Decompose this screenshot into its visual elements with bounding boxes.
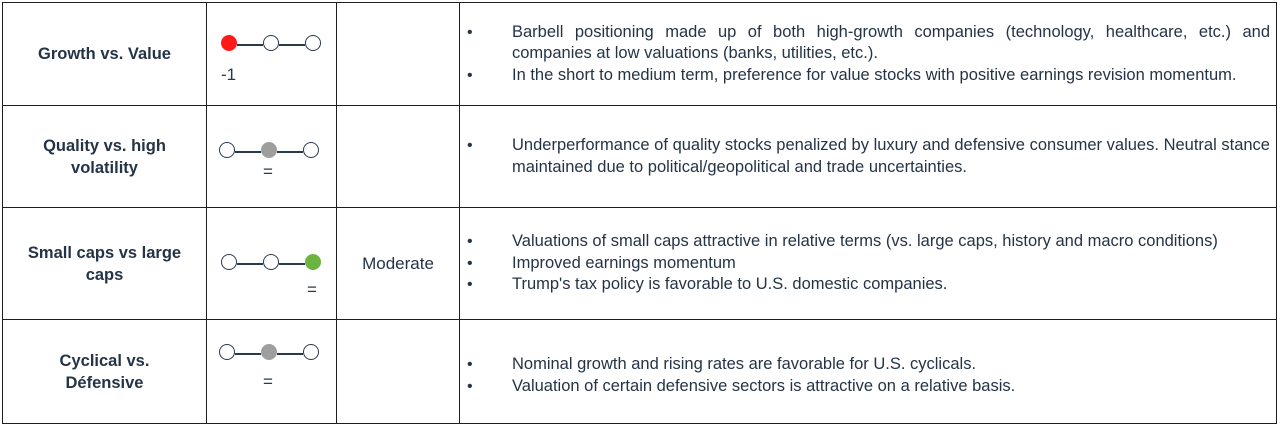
scale-dot-empty <box>219 344 235 360</box>
scale-connector <box>279 263 305 265</box>
scale-dot-empty <box>219 142 235 158</box>
scale-connector <box>235 151 261 153</box>
rating-value: = <box>263 372 273 391</box>
row-label-text: Quality vs. high volatility <box>43 136 166 177</box>
rating-scale <box>221 33 331 57</box>
comment-cell: Nominal growth and rising rates are favo… <box>459 319 1277 424</box>
rating-value: = <box>307 280 317 299</box>
scale-dot-empty <box>263 254 279 270</box>
row-label: Growth vs. Value <box>2 2 207 106</box>
stance-note <box>336 2 460 106</box>
rating-scale-cell: -1 <box>206 2 337 106</box>
scale-connector <box>277 151 303 153</box>
stance-note-text: Moderate <box>362 253 434 273</box>
rating-scale <box>221 252 331 276</box>
scale-dot-filled <box>261 142 277 158</box>
bullet-list: Valuations of small caps attractive in r… <box>460 231 1276 296</box>
scale-connector <box>279 44 305 46</box>
bullet-item: Valuation of certain defensive sectors i… <box>460 376 1270 398</box>
stance-note: Moderate <box>336 207 460 320</box>
rating-scale-cell: = <box>206 207 337 320</box>
comment-cell: Underperformance of quality stocks penal… <box>459 105 1277 208</box>
scale-dot-empty <box>305 35 321 51</box>
scale-dot-empty <box>221 254 237 270</box>
comment-cell: Barbell positioning made up of both high… <box>459 2 1277 106</box>
bullet-item: Trump's tax policy is favorable to U.S. … <box>460 274 1270 296</box>
scale-dot-empty <box>303 142 319 158</box>
bullet-item: Improved earnings momentum <box>460 253 1270 275</box>
table-row-cyclical-defensive: Cyclical vs. Défensive = Nominal growth … <box>2 319 1277 424</box>
style-allocation-table: Growth vs. Value -1 Barbell positioning … <box>2 2 1277 424</box>
scale-dot-filled <box>305 254 321 270</box>
rating-scale-cell: = <box>206 105 337 208</box>
comment-cell: Valuations of small caps attractive in r… <box>459 207 1277 320</box>
bullet-item: Valuations of small caps attractive in r… <box>460 231 1270 253</box>
rating-scale <box>219 342 329 366</box>
row-label-text: Growth vs. Value <box>38 45 171 63</box>
table-row-quality-volatility: Quality vs. high volatility = Underperfo… <box>2 105 1277 208</box>
scale-dot-filled <box>221 35 237 51</box>
stance-note <box>336 319 460 424</box>
table-row-small-large-caps: Small caps vs large caps = Moderate Valu… <box>2 207 1277 320</box>
scale-dot-filled <box>261 344 277 360</box>
row-label: Cyclical vs. Défensive <box>2 319 207 424</box>
rating-scale <box>219 140 329 164</box>
bullet-list: Nominal growth and rising rates are favo… <box>460 346 1276 397</box>
bullet-item: Barbell positioning made up of both high… <box>460 22 1270 65</box>
bullet-item: Nominal growth and rising rates are favo… <box>460 354 1270 376</box>
rating-value: = <box>263 162 273 181</box>
bullet-list: Barbell positioning made up of both high… <box>460 22 1276 87</box>
scale-connector <box>235 353 261 355</box>
scale-connector <box>277 353 303 355</box>
row-label-text: Cyclical vs. Défensive <box>59 351 150 392</box>
row-label: Small caps vs large caps <box>2 207 207 320</box>
bullet-item: Underperformance of quality stocks penal… <box>460 135 1270 178</box>
scale-dot-empty <box>263 35 279 51</box>
row-label: Quality vs. high volatility <box>2 105 207 208</box>
bullet-item: In the short to medium term, preference … <box>460 65 1270 87</box>
stance-note <box>336 105 460 208</box>
table-row-growth-value: Growth vs. Value -1 Barbell positioning … <box>2 2 1277 106</box>
rating-value: -1 <box>221 65 237 84</box>
scale-dot-empty <box>303 344 319 360</box>
row-label-text: Small caps vs large caps <box>27 243 182 284</box>
scale-connector <box>237 44 263 46</box>
scale-connector <box>237 263 263 265</box>
rating-scale-cell: = <box>206 319 337 424</box>
bullet-list: Underperformance of quality stocks penal… <box>460 135 1276 178</box>
